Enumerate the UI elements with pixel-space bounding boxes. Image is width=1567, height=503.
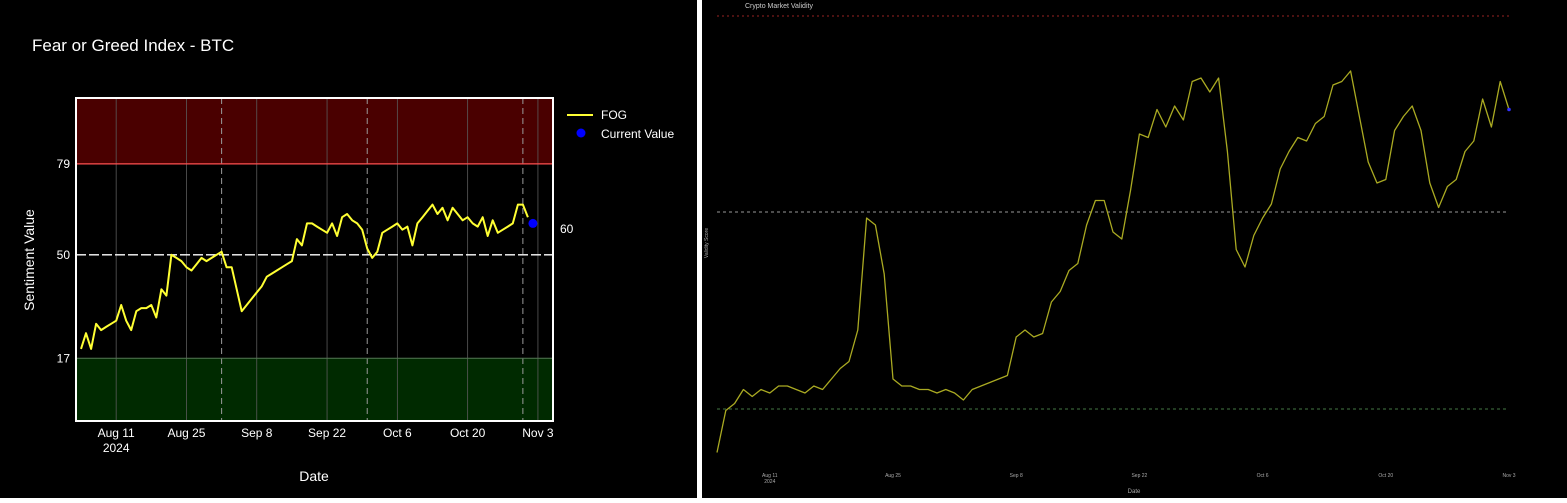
x-tick-label: Sep 22	[308, 426, 346, 440]
x-tick-label: Oct 6	[1257, 473, 1269, 479]
validity-series-line	[716, 70, 1510, 453]
validity-chart: Crypto Market Validity Aug 11 Aug 25 Sep 8…	[704, 3, 1516, 495]
y-tick-label: 50	[57, 248, 71, 262]
x-tick-label: Aug 25	[167, 426, 205, 440]
chart-title: Crypto Market Validity	[745, 3, 813, 10]
validity-panel: Crypto Market Validity Aug 11 Aug 25 Sep 8…	[702, 0, 1567, 498]
fog-series-line	[80, 203, 529, 350]
fear-zone	[76, 358, 553, 421]
legend-current-swatch	[576, 128, 586, 138]
x-axis-label: Date	[1128, 489, 1141, 495]
chart-title: Fear or Greed Index - BTC	[32, 36, 234, 55]
current-value-point	[528, 218, 538, 228]
plot-area: 17 50 79 Aug 11 Aug 25 Sep 8 Sep 22 Oct 6 Oct 20…	[57, 97, 554, 455]
fear-greed-panel: Fear or Greed Index - BTC 17 50 79 Aug 11 Au…	[0, 0, 697, 498]
y-tick-label: 79	[57, 157, 71, 171]
x-tick-label: Oct 6	[383, 426, 412, 440]
plot-area: Aug 11 Aug 25 Sep 8 Sep 22 Oct 6 Oct 20 Nov 3 2…	[716, 15, 1516, 485]
x-tick-year-label: 2024	[764, 479, 775, 485]
panel-divider	[697, 0, 702, 498]
fear-greed-chart: Fear or Greed Index - BTC 17 50 79 Aug 11 Au…	[21, 36, 674, 484]
legend-current-label[interactable]: Current Value	[601, 127, 674, 141]
x-axis-label: Date	[299, 468, 329, 484]
last-value-point	[1507, 107, 1511, 112]
x-tick-year-label: 2024	[103, 441, 130, 455]
x-tick-label: Sep 8	[241, 426, 273, 440]
x-tick-label: Oct 20	[1378, 473, 1393, 479]
legend-fog-label[interactable]: FOG	[601, 108, 627, 122]
x-tick-label: Sep 22	[1131, 473, 1147, 479]
legend: FOG Current Value	[567, 108, 674, 141]
x-tick-label: Aug 11	[98, 426, 135, 440]
current-value-label: 60	[560, 222, 574, 236]
y-tick-label: 17	[57, 351, 71, 365]
x-tick-label: Aug 11	[762, 473, 778, 479]
y-axis-label: Sentiment Value	[21, 209, 37, 311]
x-tick-label: Nov 3	[522, 426, 554, 440]
x-tick-label: Nov 3	[1502, 473, 1515, 479]
plot-frame	[75, 97, 554, 422]
x-tick-label: Oct 20	[450, 426, 486, 440]
greed-zone	[76, 98, 553, 164]
y-axis-label: Validity Score	[704, 228, 710, 258]
x-tick-label: Sep 8	[1010, 473, 1023, 479]
x-tick-label: Aug 25	[885, 473, 901, 479]
